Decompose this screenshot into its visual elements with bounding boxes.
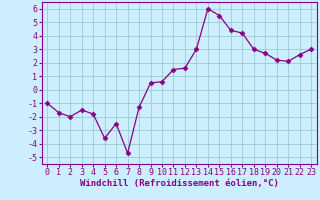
X-axis label: Windchill (Refroidissement éolien,°C): Windchill (Refroidissement éolien,°C) (80, 179, 279, 188)
